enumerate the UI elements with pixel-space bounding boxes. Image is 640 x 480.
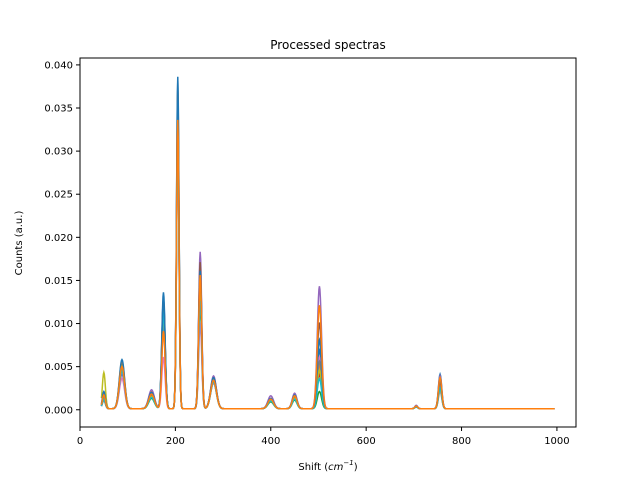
spectrum-series-line [100,111,555,410]
x-axis-label: Shift (cm−1) [298,459,357,473]
spectrum-series-line [100,102,555,410]
x-axis: 0 200 400 600 800 1000 [77,427,570,447]
y-tick-label: 0.010 [44,319,73,330]
y-tick-label: 0.005 [44,362,73,373]
spectrum-series-line [100,150,555,410]
x-tick-label: 1000 [544,436,569,447]
y-axis: 0.000 0.005 0.010 0.015 0.020 0.025 0.030 0.035… [44,60,80,416]
plot-frame [79,57,577,428]
x-tick-label: 200 [166,436,185,447]
y-tick-label: 0.020 [44,233,73,244]
spectrum-series-line [100,119,555,410]
y-tick-label: 0.040 [44,60,73,71]
spectrum-series-line [100,124,555,410]
spectrum-series-line [100,150,555,410]
x-tick-label: 600 [357,436,376,447]
x-tick-label: 800 [452,436,471,447]
spectrum-series-line [100,76,555,410]
x-tick-label: 0 [77,436,83,447]
spectrum-series-line [100,141,555,410]
y-axis-label: Counts (a.u.) [14,211,25,276]
chart-title: Processed spectras [270,38,385,52]
x-tick-label: 400 [261,436,280,447]
y-tick-label: 0.035 [44,104,73,115]
x-axis-label-exponent: −1 [343,459,353,467]
spectrum-series-line [100,81,555,410]
y-tick-label: 0.025 [44,190,73,201]
x-axis-label-unit: cm [328,462,343,473]
spectrum-series-line [100,89,555,410]
y-tick-label: 0.015 [44,276,73,287]
x-axis-label-main: Shift ( [298,462,328,473]
y-tick-label: 0.030 [44,147,73,158]
series-layer [100,76,555,410]
y-tick-label: 0.000 [44,405,73,416]
x-axis-label-close: ) [354,462,358,473]
spectrum-series-line [100,132,555,410]
spectrum-series-line [100,115,555,410]
